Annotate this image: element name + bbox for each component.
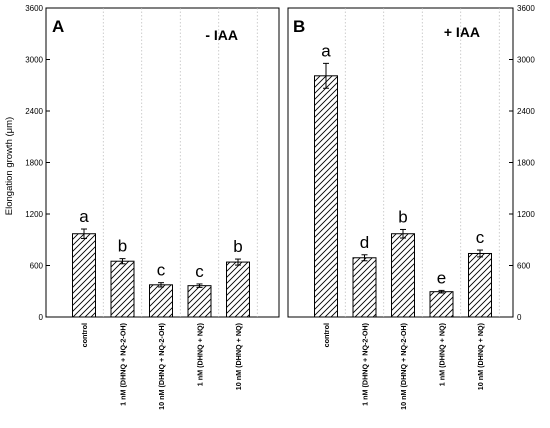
category-label-b-1: 1 nM (DHNQ + NQ-2-OH): [361, 322, 370, 405]
significance-letter-a-0: a: [79, 207, 89, 226]
y-tick-label: 3600: [25, 4, 43, 13]
panel-a: A - IAA 0 600 1200 1800 2400 3000 3600 a b c c b c…: [25, 4, 280, 410]
panel-a-title: - IAA: [205, 27, 238, 43]
panel-b-title: + IAA: [444, 24, 480, 40]
category-label-a-1: 1 nM (DHNQ + NQ-2-OH): [119, 322, 128, 405]
y-tick-label: 2400: [517, 107, 535, 116]
significance-letter-a-4: b: [233, 237, 242, 256]
category-label-a-3: 1 nM (DHNQ + NQ): [196, 322, 205, 386]
bar-a-4: [226, 261, 250, 318]
significance-letter-b-3: e: [437, 268, 446, 287]
category-label-b-2: 10 nM (DHNQ + NQ-2-OH): [399, 322, 408, 409]
bar-a-2: [149, 284, 173, 318]
y-tick-label: 600: [30, 262, 44, 271]
bar-b-0: [314, 75, 338, 318]
y-tick-label: 2400: [25, 107, 43, 116]
bar-b-4: [468, 252, 492, 318]
y-tick-label: 3000: [25, 56, 43, 65]
y-tick-label: 0: [39, 313, 44, 322]
category-label-a-0: control: [80, 323, 89, 347]
bar-b-1: [352, 257, 377, 318]
category-label-b-3: 1 nM (DHNQ + NQ): [438, 322, 447, 386]
y-tick-label: 600: [517, 262, 531, 271]
category-label-a-2: 10 nM (DHNQ + NQ-2-OH): [157, 322, 166, 409]
bar-b-3: [429, 291, 454, 318]
y-tick-label: 1800: [25, 159, 43, 168]
y-tick-label: 3000: [517, 56, 535, 65]
y-tick-label: 0: [517, 313, 522, 322]
panel-b-letter: B: [293, 17, 305, 36]
category-label-b-0: control: [322, 323, 331, 347]
y-tick-label: 1200: [517, 210, 535, 219]
category-label-b-4: 10 nM (DHNQ + NQ): [476, 322, 485, 390]
y-tick-label: 1200: [25, 210, 43, 219]
significance-letter-a-3: c: [195, 262, 204, 281]
panel-b: B + IAA 0 600 1200 1800 2400 3000 3600 a d b e c c…: [287, 4, 535, 410]
y-tick-label: 1800: [517, 159, 535, 168]
significance-letter-b-2: b: [398, 207, 407, 226]
category-label-a-4: 10 nM (DHNQ + NQ): [234, 322, 243, 390]
panel-a-letter: A: [52, 17, 64, 36]
bar-a-3: [187, 285, 212, 318]
significance-letter-b-4: c: [476, 228, 485, 247]
significance-letter-b-1: d: [360, 233, 369, 252]
bar-a-1: [110, 260, 135, 318]
significance-letter-a-1: b: [118, 237, 127, 256]
bar-b-2: [391, 233, 415, 318]
y-tick-label: 3600: [517, 4, 535, 13]
bar-a-0: [72, 233, 96, 318]
significance-letter-a-2: c: [157, 261, 166, 280]
significance-letter-b-0: a: [321, 41, 331, 60]
y-axis-label: Elongation growth (μm): [4, 117, 15, 215]
